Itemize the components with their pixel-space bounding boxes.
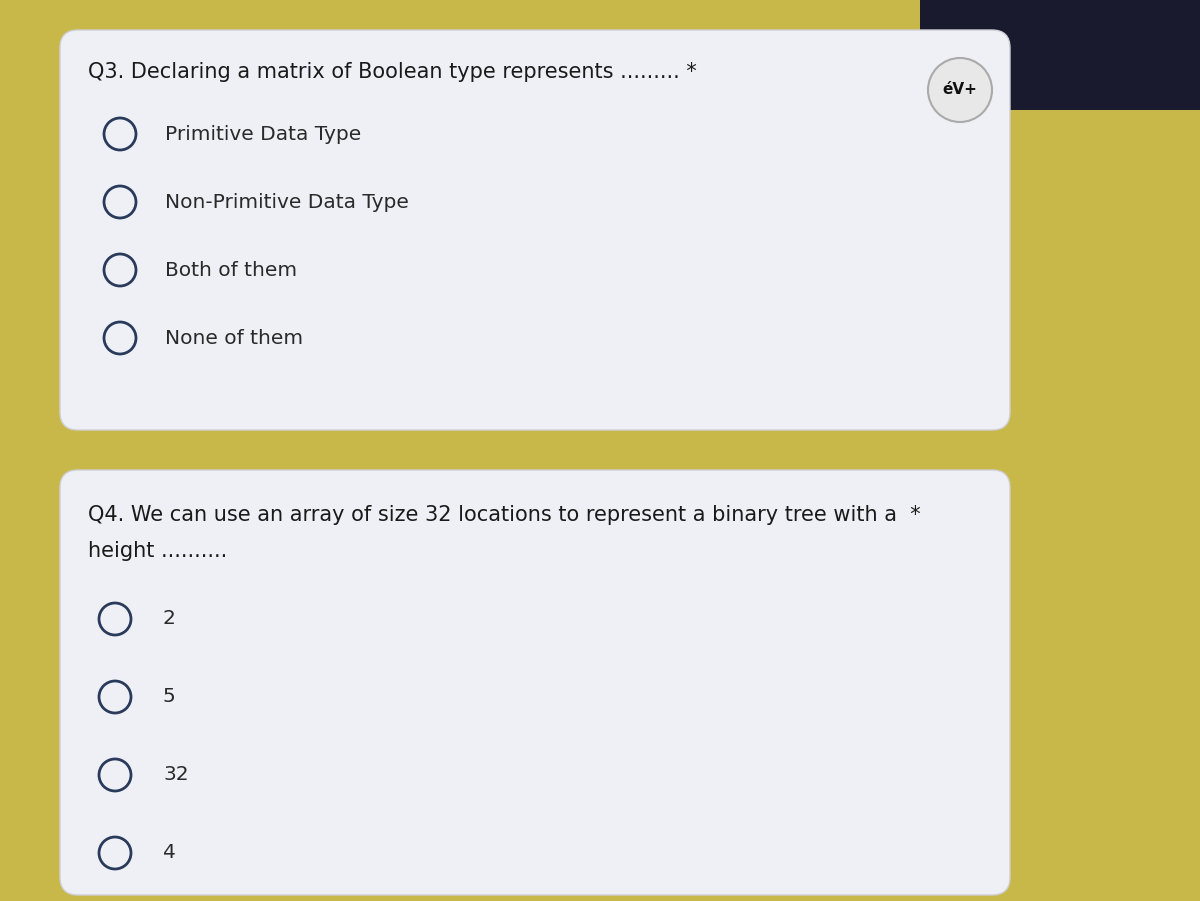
Text: Non-Primitive Data Type: Non-Primitive Data Type <box>166 193 409 212</box>
FancyBboxPatch shape <box>920 0 1200 110</box>
Circle shape <box>928 58 992 122</box>
FancyBboxPatch shape <box>60 470 1010 895</box>
Text: height ..........: height .......... <box>88 541 227 561</box>
Text: 4: 4 <box>163 843 176 862</box>
Text: 5: 5 <box>163 687 175 706</box>
Text: Primitive Data Type: Primitive Data Type <box>166 124 361 143</box>
Text: Q4. We can use an array of size 32 locations to represent a binary tree with a  : Q4. We can use an array of size 32 locat… <box>88 505 920 525</box>
Text: éV+: éV+ <box>942 83 978 97</box>
Text: Q3. Declaring a matrix of Boolean type represents ......... *: Q3. Declaring a matrix of Boolean type r… <box>88 62 697 82</box>
Text: Both of them: Both of them <box>166 260 298 279</box>
FancyBboxPatch shape <box>60 30 1010 430</box>
Text: None of them: None of them <box>166 329 304 348</box>
Text: 2: 2 <box>163 609 176 629</box>
Text: 32: 32 <box>163 766 188 785</box>
